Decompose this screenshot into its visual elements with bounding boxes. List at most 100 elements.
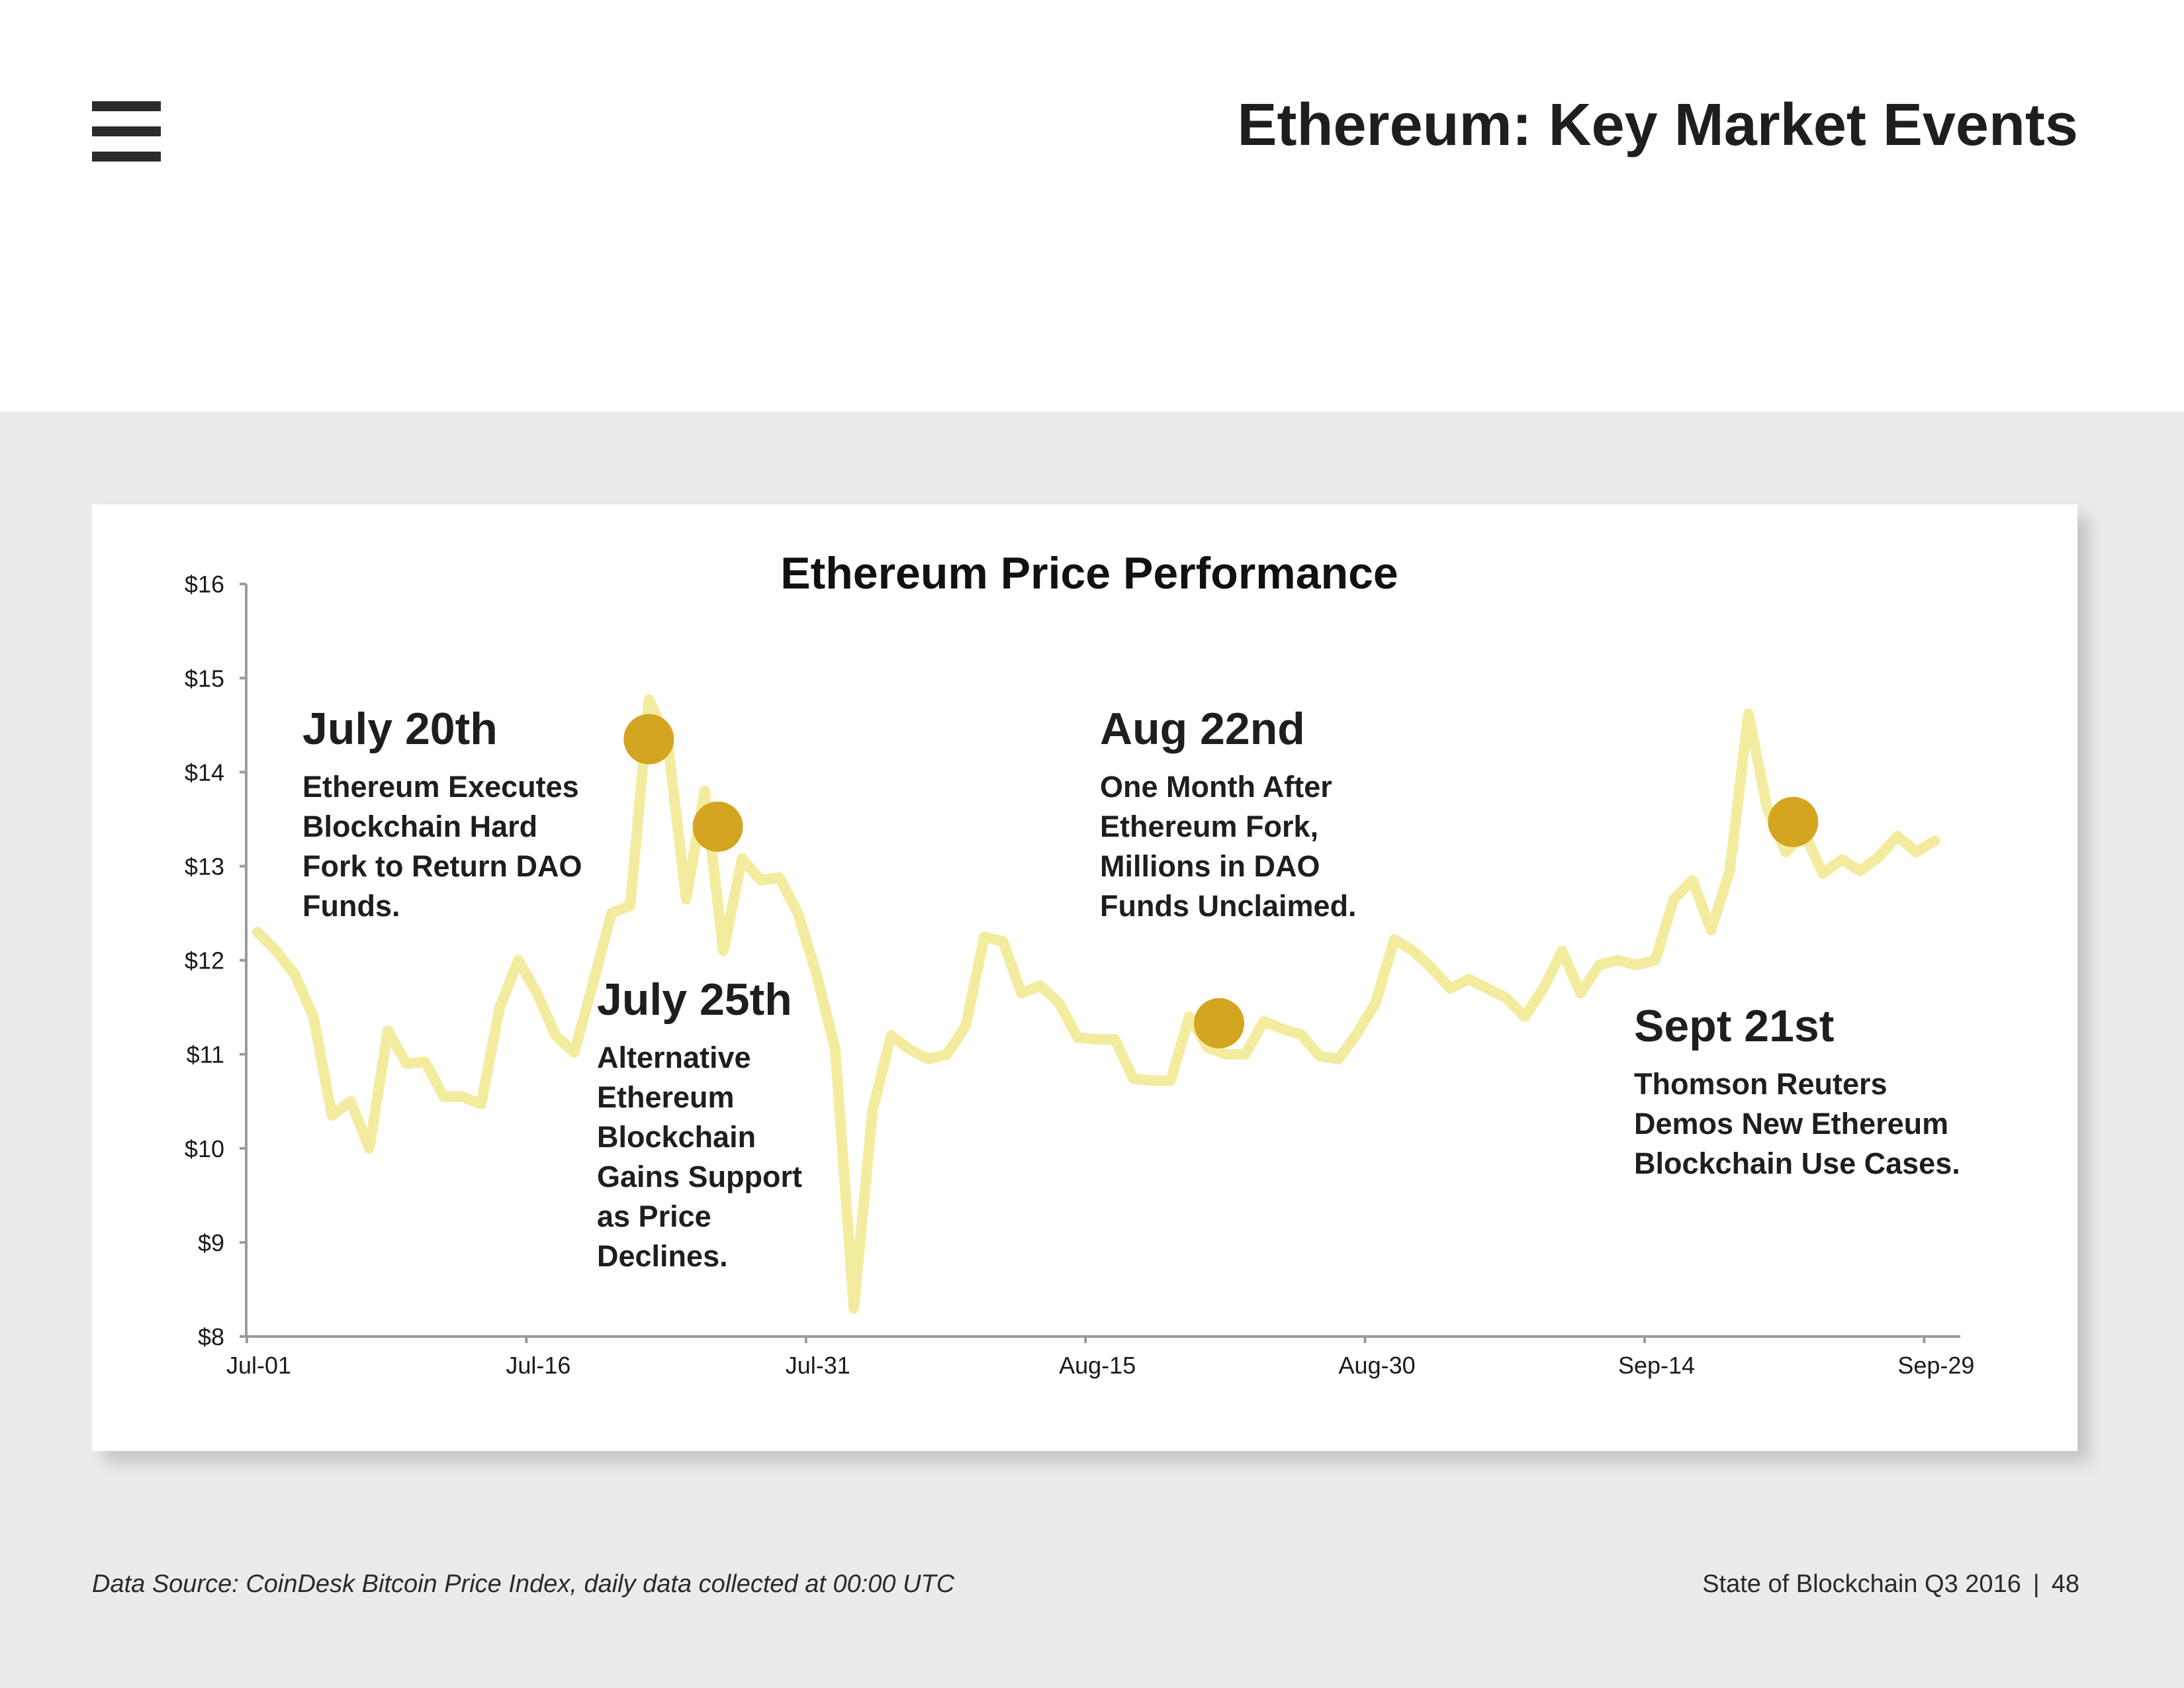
annotation-line: Fork to Return DAO — [302, 849, 582, 883]
data-point — [1541, 986, 1546, 991]
annotation-july-25: July 25th Alternative Ethereum Blockchai… — [597, 977, 802, 1276]
data-point — [516, 958, 521, 962]
data-point — [1522, 1014, 1527, 1019]
data-point — [1914, 850, 1919, 855]
y-tick-label: $8 — [198, 1323, 224, 1350]
data-point — [293, 972, 297, 976]
data-point — [1113, 1037, 1117, 1041]
data-point — [590, 982, 595, 986]
annotation-line: Funds. — [302, 889, 400, 923]
y-tick-label: $16 — [185, 571, 224, 598]
x-tick-label: Jul-31 — [786, 1352, 850, 1379]
annotation-title: Sept 21st — [1634, 1001, 1835, 1051]
x-tick-label: Aug-30 — [1339, 1352, 1416, 1379]
data-point — [1653, 958, 1657, 962]
annotation-body: Thomson Reuters Demos New Ethereum Block… — [1634, 1064, 1960, 1184]
data-point — [1784, 850, 1788, 855]
data-point — [1634, 962, 1639, 967]
data-point — [1746, 712, 1751, 716]
y-tick-label: $14 — [185, 759, 224, 786]
annotation-line: Blockchain Use Cases. — [1634, 1147, 1960, 1180]
data-point — [610, 911, 614, 915]
data-point — [404, 1061, 409, 1066]
data-point — [1764, 806, 1769, 810]
data-point — [1150, 1078, 1154, 1083]
chart-title: Ethereum Price Performance — [780, 548, 1398, 598]
annotation-line: Gains Support — [597, 1160, 803, 1194]
data-point — [1578, 991, 1583, 996]
annotation-body: One Month After Ethereum Fork, Millions … — [1100, 767, 1357, 926]
data-point — [1858, 868, 1862, 873]
y-tick-label: $12 — [185, 947, 224, 974]
data-point — [1615, 958, 1620, 962]
data-source-note: Data Source: CoinDesk Bitcoin Price Inde… — [92, 1570, 955, 1598]
data-point — [330, 1113, 334, 1118]
data-point — [944, 1052, 949, 1056]
data-point — [796, 911, 800, 915]
annotation-line: Blockchain — [597, 1120, 756, 1154]
data-point — [1690, 878, 1695, 882]
data-point — [1430, 965, 1434, 970]
data-point — [1597, 962, 1602, 967]
data-point — [274, 949, 279, 953]
menu-bar — [92, 126, 161, 136]
data-point — [1933, 839, 1937, 843]
data-point — [1839, 857, 1844, 862]
data-point — [311, 1014, 316, 1019]
data-point — [572, 1050, 576, 1055]
chart-card: Ethereum Price Performance $8 $9 $10 $11 $12… — [92, 504, 2077, 1451]
menu-bar — [92, 101, 161, 111]
annotation-aug-22: Aug 22nd One Month After Ethereum Fork, … — [1100, 706, 1357, 926]
price-chart: Ethereum Price Performance $8 $9 $10 $11 $12… — [185, 548, 1975, 1379]
data-point — [1224, 1052, 1229, 1056]
data-point — [870, 1108, 875, 1113]
data-point — [1038, 983, 1042, 988]
annotation-line: Demos New Ethereum — [1634, 1107, 1949, 1141]
annotation-line: Thomson Reuters — [1634, 1067, 1888, 1101]
series-ethereum-price — [252, 694, 1940, 1314]
data-point — [367, 1146, 371, 1150]
y-tick-label: $9 — [198, 1229, 224, 1256]
data-point — [1019, 991, 1024, 996]
x-tick-label: Sep-14 — [1618, 1352, 1695, 1379]
annotation-title: Aug 22nd — [1100, 704, 1305, 754]
data-point — [852, 1306, 856, 1311]
data-point — [1560, 949, 1565, 953]
y-tick-label: $13 — [185, 853, 224, 880]
data-point — [982, 935, 987, 939]
footer-separator: | — [2032, 1570, 2040, 1598]
y-tick-label: $10 — [185, 1135, 224, 1162]
data-point — [1336, 1056, 1341, 1061]
data-point — [1243, 1052, 1248, 1056]
event-markers — [623, 714, 1819, 1049]
data-point — [684, 897, 688, 902]
hamburger-menu-icon[interactable] — [92, 101, 161, 162]
footer-report-info: State of Blockchain Q3 2016 | 48 — [1702, 1570, 2079, 1599]
data-point — [758, 878, 763, 882]
data-point — [1318, 1054, 1322, 1058]
page-number: 48 — [2051, 1570, 2079, 1598]
data-point — [478, 1102, 483, 1107]
data-point — [1727, 868, 1732, 873]
data-point — [628, 904, 633, 908]
data-point — [498, 1005, 502, 1009]
data-point — [1485, 986, 1490, 991]
x-tick-label: Jul-16 — [506, 1352, 570, 1379]
data-point — [964, 1024, 968, 1029]
data-point — [1075, 1035, 1080, 1040]
event-marker — [1768, 796, 1819, 847]
slide-header: Ethereum: Key Market Events — [0, 0, 2184, 412]
annotation-line: Blockchain Hard — [302, 810, 538, 843]
annotation-line: Millions in DAO — [1100, 849, 1320, 883]
annotation-sept-21: Sept 21st Thomson Reuters Demos New Ethe… — [1634, 1004, 1960, 1184]
annotation-body: Alternative Ethereum Blockchain Gains Su… — [597, 1038, 802, 1276]
data-point — [255, 929, 259, 934]
annotation-title: July 20th — [302, 704, 498, 754]
annotation-line: as Price — [597, 1199, 711, 1233]
data-point — [423, 1060, 428, 1064]
x-tick-label: Jul-01 — [226, 1352, 291, 1379]
event-marker — [692, 801, 743, 852]
data-point — [1876, 855, 1881, 859]
data-point — [535, 991, 539, 996]
data-point — [1131, 1076, 1136, 1081]
